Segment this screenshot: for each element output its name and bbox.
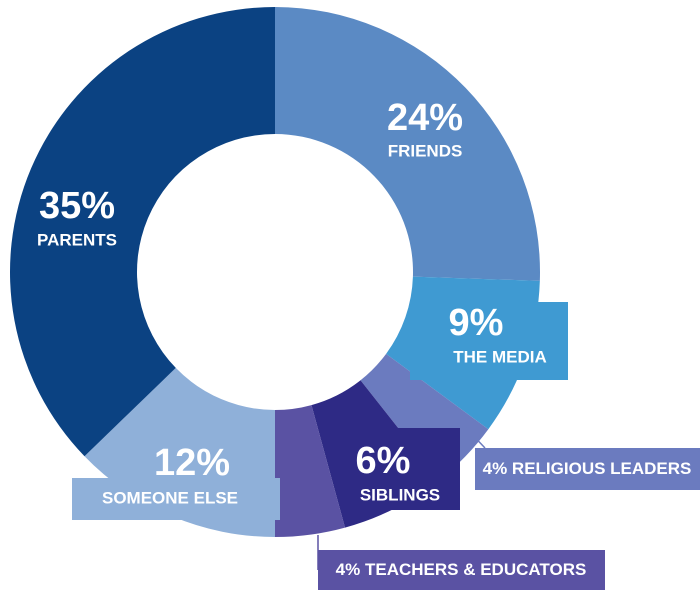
segment-label: 4% RELIGIOUS LEADERS (483, 459, 692, 478)
value-label: 9% (449, 302, 504, 344)
segment-label: 4% TEACHERS & EDUCATORS (336, 560, 587, 579)
label-box (345, 428, 460, 510)
donut-segment (10, 7, 276, 457)
category-label: TEACHERS & EDUCATORS (365, 560, 586, 579)
value-label: 24% (387, 97, 463, 139)
label-box (475, 448, 700, 490)
category-label: FRIENDS (388, 141, 463, 160)
category-label: PARENTS (37, 230, 117, 249)
label-box (318, 550, 605, 590)
value-label: 35% (39, 185, 115, 227)
value-label: 4% (336, 560, 361, 579)
label-box (410, 302, 568, 380)
category-label: SIBLINGS (360, 485, 440, 504)
donut-segment (275, 7, 540, 281)
value-label: 12% (154, 442, 230, 484)
value-label: 4% (483, 459, 508, 478)
label-box (72, 478, 280, 520)
donut-segment (275, 405, 346, 537)
category-label: THE MEDIA (453, 347, 547, 366)
category-label: SOMEONE ELSE (102, 488, 238, 507)
leader-line (465, 427, 486, 449)
value-label: 6% (356, 440, 411, 482)
category-label: RELIGIOUS LEADERS (512, 459, 691, 478)
